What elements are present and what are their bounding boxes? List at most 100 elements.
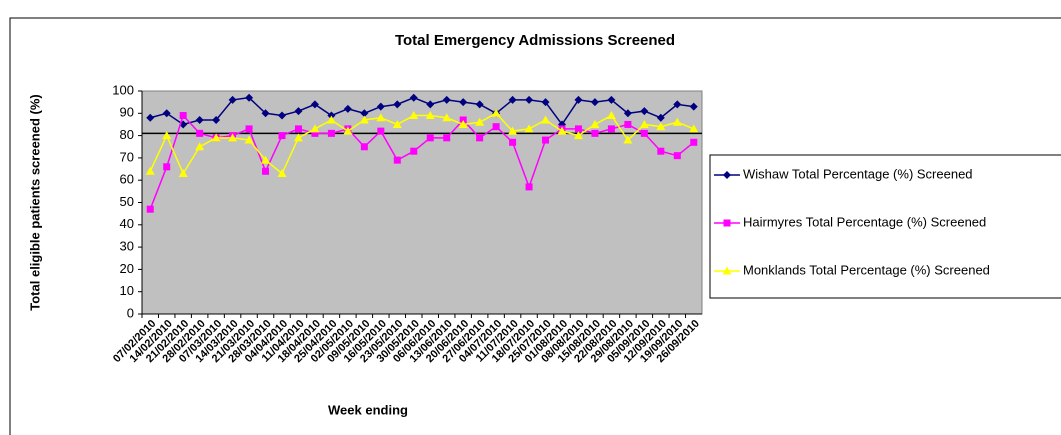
marker — [476, 134, 484, 142]
marker — [491, 108, 501, 117]
marker — [162, 131, 172, 140]
marker — [590, 98, 599, 107]
marker — [360, 143, 368, 151]
marker — [640, 107, 649, 116]
marker — [261, 109, 270, 118]
marker — [524, 124, 534, 133]
marker — [508, 95, 517, 104]
marker — [723, 171, 731, 179]
marker — [244, 135, 254, 144]
marker — [376, 113, 386, 122]
marker — [723, 219, 731, 227]
marker — [245, 125, 253, 133]
marker — [475, 117, 485, 126]
y-tick-label: 40 — [120, 216, 134, 231]
y-tick-label: 70 — [120, 149, 134, 164]
y-tick-label: 20 — [120, 261, 134, 276]
marker — [525, 183, 533, 191]
marker — [228, 95, 237, 104]
marker — [591, 129, 599, 137]
marker — [689, 102, 698, 111]
marker — [657, 147, 665, 155]
marker — [426, 134, 434, 142]
marker — [327, 129, 335, 137]
marker — [623, 135, 633, 144]
marker — [326, 115, 336, 124]
marker — [343, 104, 352, 113]
marker — [196, 129, 204, 137]
marker — [195, 115, 204, 124]
marker — [376, 102, 385, 111]
marker — [195, 142, 205, 151]
x-axis-label: Week ending — [328, 402, 408, 417]
marker — [607, 125, 615, 133]
y-tick-label: 50 — [120, 194, 134, 209]
legend-label: Hairmyres Total Percentage (%) Screened — [743, 214, 986, 229]
series-line — [149, 112, 695, 176]
series — [145, 108, 699, 178]
marker — [690, 138, 698, 146]
marker — [574, 125, 582, 133]
marker — [656, 113, 665, 122]
marker — [640, 129, 648, 137]
marker — [656, 122, 666, 131]
series-line — [149, 114, 695, 210]
marker — [542, 136, 550, 144]
marker — [722, 266, 732, 275]
marker — [278, 132, 286, 140]
marker — [179, 112, 187, 120]
chart-title: Total Emergency Admissions Screened — [395, 32, 675, 49]
marker — [311, 129, 319, 137]
marker — [525, 95, 534, 104]
marker — [163, 163, 171, 171]
marker — [393, 100, 402, 109]
marker — [459, 98, 468, 107]
marker — [409, 111, 419, 120]
marker — [145, 166, 155, 175]
marker — [541, 98, 550, 107]
marker — [541, 115, 551, 124]
marker — [475, 100, 484, 109]
marker — [639, 119, 649, 128]
y-tick-label: 0 — [127, 305, 134, 320]
marker — [673, 152, 681, 160]
marker — [310, 124, 320, 133]
marker — [262, 167, 270, 175]
marker — [672, 117, 682, 126]
series-line — [150, 96, 694, 126]
marker — [293, 133, 303, 142]
y-tick-label: 80 — [120, 127, 134, 142]
marker — [410, 147, 418, 155]
marker — [261, 155, 271, 164]
marker — [294, 107, 303, 116]
marker — [392, 119, 402, 128]
y-tick-label: 10 — [120, 283, 134, 298]
marker — [409, 93, 418, 102]
marker — [146, 205, 154, 213]
marker — [607, 95, 616, 104]
marker — [606, 111, 616, 120]
y-tick-label: 60 — [120, 172, 134, 187]
marker — [178, 169, 188, 178]
marker — [277, 169, 287, 178]
marker — [310, 100, 319, 109]
y-axis-label: Total eligible patients screened (%) — [27, 94, 42, 310]
marker — [492, 123, 500, 131]
marker — [245, 93, 254, 102]
marker — [573, 131, 583, 140]
marker — [377, 127, 385, 135]
marker — [343, 126, 353, 135]
marker — [393, 156, 401, 164]
marker — [162, 109, 171, 118]
marker — [623, 109, 632, 118]
marker — [294, 125, 302, 133]
marker — [509, 138, 517, 146]
marker — [212, 115, 221, 124]
marker — [624, 120, 632, 128]
marker — [689, 124, 699, 133]
marker — [508, 126, 518, 135]
marker — [442, 113, 452, 122]
marker — [228, 133, 238, 142]
marker — [443, 134, 451, 142]
